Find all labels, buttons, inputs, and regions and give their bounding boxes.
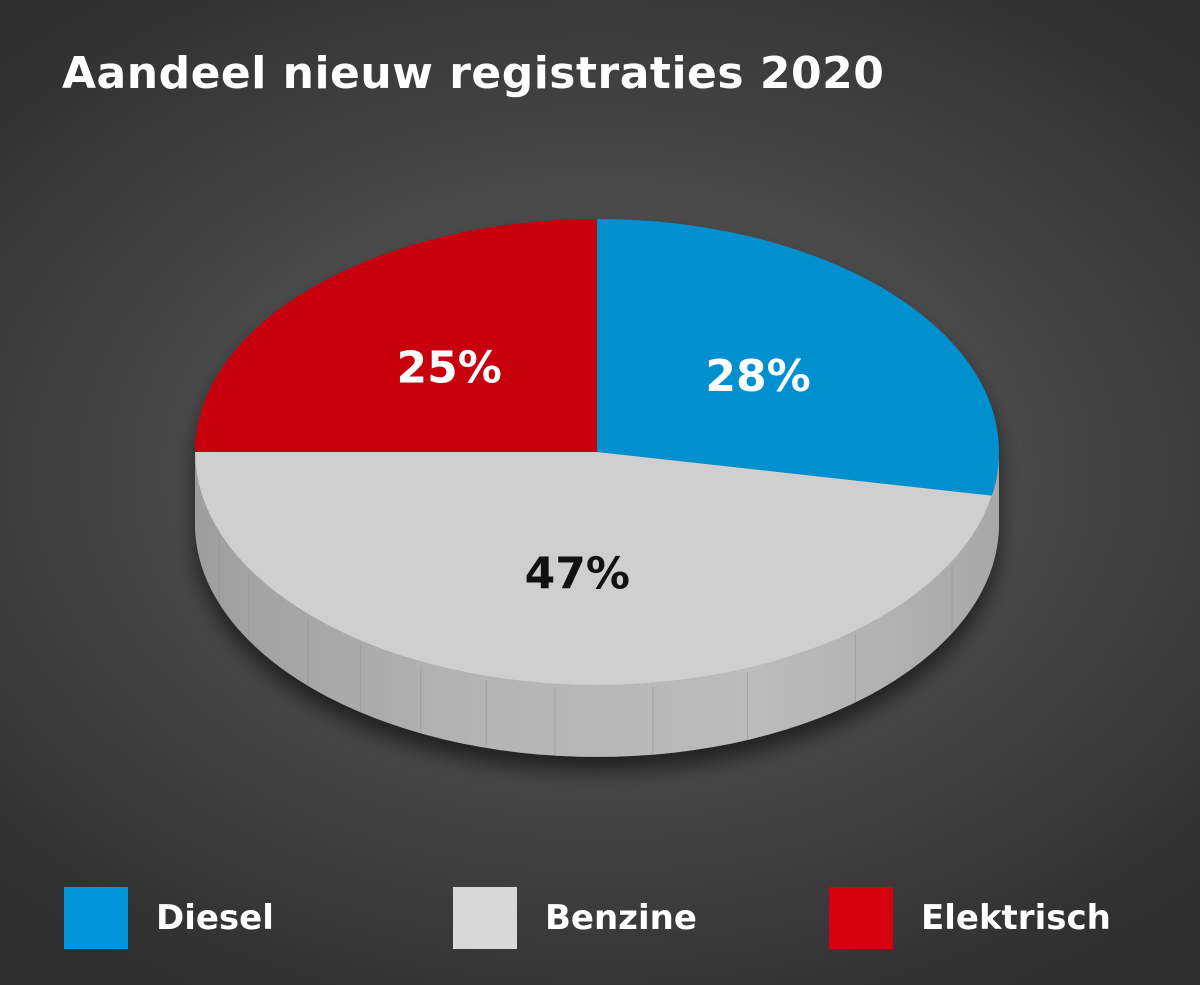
data-label-elektrisch: 25% (397, 342, 502, 393)
legend-swatch-elektrisch (829, 887, 893, 949)
data-label-benzine: 47% (525, 549, 630, 600)
pie-slice-benzine (194, 452, 992, 685)
legend: Diesel Benzine Elektrisch (0, 886, 1200, 950)
legend-item-diesel: Diesel (64, 886, 274, 950)
pie-side-facets (218, 535, 953, 756)
pie-slice-diesel (597, 219, 999, 496)
legend-label-elektrisch: Elektrisch (921, 898, 1111, 938)
legend-swatch-diesel (64, 887, 128, 949)
legend-label-diesel: Diesel (156, 898, 274, 938)
legend-label-benzine: Benzine (545, 898, 697, 938)
data-label-diesel: 28% (705, 351, 810, 402)
legend-item-benzine: Benzine (453, 886, 697, 950)
pie-slice-elektrisch (195, 219, 597, 452)
chart-title: Aandeel nieuw registraties 2020 (62, 48, 885, 99)
legend-swatch-benzine (453, 887, 517, 949)
pie-chart: 28% 47% 25% (194, 219, 999, 757)
pie-side-wall (195, 452, 999, 757)
legend-item-elektrisch: Elektrisch (829, 886, 1111, 950)
